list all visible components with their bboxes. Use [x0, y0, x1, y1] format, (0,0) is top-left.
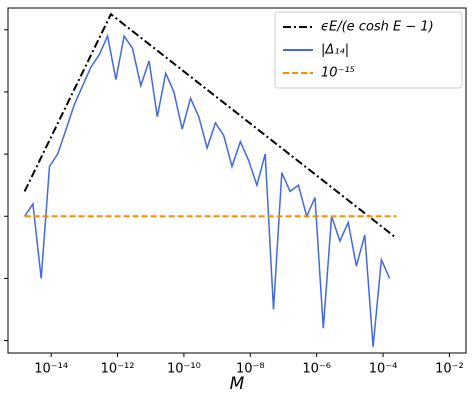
- x-tick-label: 10⁻⁴: [369, 362, 398, 377]
- x-tick-label: 10⁻¹⁴: [34, 362, 68, 377]
- legend-label: ϵE/(e cosh E − 1): [321, 20, 434, 35]
- x-tick-label: 10⁻¹⁰: [167, 362, 201, 377]
- x-axis-label: M: [230, 374, 245, 394]
- x-tick-label: 10⁻²: [435, 362, 464, 377]
- series-line: [23, 33, 391, 347]
- plot-frame: [7, 7, 467, 354]
- legend-label: |Δ₁₄|: [321, 43, 349, 58]
- x-tick-label: 10⁻⁸: [236, 362, 265, 377]
- x-tick-label: 10⁻¹²: [101, 362, 135, 377]
- x-tick-label: 10⁻⁶: [302, 362, 331, 377]
- legend-box: [274, 11, 463, 89]
- legend-label: 10⁻¹⁵: [321, 66, 355, 81]
- series-line: [23, 12, 397, 239]
